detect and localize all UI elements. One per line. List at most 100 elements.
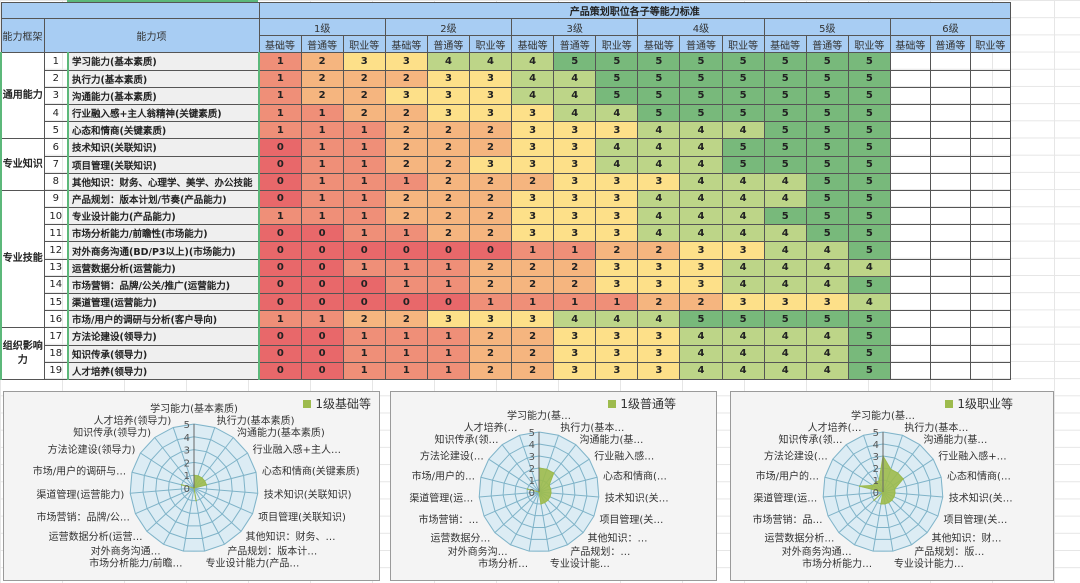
empty-level6-cell[interactable] [889,224,931,243]
radar-chart-1-basic[interactable]: 0 1 2 3 4 5 学习能力(基本素质) 执行力(基本素质) 沟通能力(基本素质) 行业融入感… [3,391,380,581]
score-cell[interactable]: 0 [258,275,302,295]
header-level[interactable]: 5级 [763,17,891,37]
radar-data-point[interactable] [872,484,874,487]
ability-item[interactable]: 市场营销：品牌/公关/推广(运营能力) [67,275,260,295]
score-cell[interactable]: 4 [511,52,555,71]
empty-level6-cell[interactable] [889,189,931,209]
score-cell[interactable]: 4 [426,52,470,71]
row-number[interactable]: 2 [43,69,69,88]
row-number[interactable]: 13 [43,258,69,277]
empty-level6-cell[interactable] [969,103,1011,123]
score-cell[interactable]: 3 [426,103,470,123]
radar-data-point[interactable] [858,485,861,487]
score-cell[interactable]: 5 [595,86,639,105]
score-cell[interactable]: 2 [468,275,513,295]
score-cell[interactable]: 1 [300,207,344,226]
ability-item[interactable]: 运营数据分析(运营能力) [67,258,260,277]
empty-level6-cell[interactable] [969,155,1011,174]
score-cell[interactable]: 4 [637,207,681,226]
score-cell[interactable]: 3 [595,258,639,277]
ability-item[interactable]: 行业融入感+主人翁精神(关键素质) [67,103,260,123]
chart-legend[interactable]: 1级职业等 [945,395,1013,412]
radar-data-point[interactable] [891,499,893,501]
header-sublevel[interactable]: 职业等 [342,35,386,54]
score-cell[interactable]: 0 [384,292,428,312]
score-cell[interactable]: 1 [258,310,302,329]
score-cell[interactable]: 4 [637,189,681,209]
score-cell[interactable]: 4 [468,52,513,71]
score-cell[interactable]: 1 [384,172,428,191]
score-cell[interactable]: 3 [721,292,765,312]
ability-item[interactable]: 心态和情商(关键素质) [67,121,260,140]
score-cell[interactable]: 3 [595,121,639,140]
score-cell[interactable]: 1 [258,52,302,71]
score-cell[interactable]: 3 [595,189,639,209]
radar-data-point[interactable] [543,501,546,504]
radar-data-point[interactable] [545,468,548,471]
score-cell[interactable]: 0 [384,241,428,260]
score-cell[interactable]: 2 [468,172,513,191]
row-number[interactable]: 4 [43,103,69,123]
score-cell[interactable]: 0 [300,292,344,312]
ability-item[interactable]: 技术知识(关联知识) [67,138,260,157]
score-cell[interactable]: 4 [721,361,765,380]
score-cell[interactable]: 2 [342,86,386,105]
header-sublevel[interactable]: 基础等 [258,35,302,54]
score-cell[interactable]: 2 [426,172,470,191]
score-cell[interactable]: 2 [300,52,344,71]
ability-item[interactable]: 知识传承(领导力) [67,344,260,363]
score-cell[interactable]: 2 [511,361,555,380]
score-cell[interactable]: 3 [553,327,597,346]
score-cell[interactable]: 2 [511,275,555,295]
score-cell[interactable]: 1 [426,258,470,277]
score-cell[interactable]: 3 [553,138,597,157]
score-cell[interactable]: 1 [511,241,555,260]
framework-group[interactable]: 专业技能 [0,189,45,329]
header-sublevel[interactable]: 职业等 [969,35,1011,54]
empty-level6-cell[interactable] [929,327,971,346]
radar-chart-1-normal[interactable]: 0 1 2 3 4 5 学习能力(基… 执行力(基本… 沟通能力(基… 行业融入感… 心态和情商(…… [390,391,717,581]
empty-level6-cell[interactable] [929,155,971,174]
score-cell[interactable]: 4 [805,258,849,277]
score-cell[interactable]: 2 [342,103,386,123]
radar-data-point[interactable] [547,499,549,501]
empty-level6-cell[interactable] [889,172,931,191]
empty-level6-cell[interactable] [929,189,971,209]
radar-data-point[interactable] [893,496,895,498]
radar-data-point[interactable] [549,496,551,498]
score-cell[interactable]: 5 [847,155,891,174]
score-cell[interactable]: 2 [468,361,513,380]
score-cell[interactable]: 5 [763,103,807,123]
score-cell[interactable]: 4 [679,207,723,226]
score-cell[interactable]: 5 [721,155,765,174]
score-cell[interactable]: 4 [721,224,765,243]
empty-level6-cell[interactable] [969,86,1011,105]
radar-data-point[interactable] [548,484,550,487]
score-cell[interactable]: 4 [805,241,849,260]
score-cell[interactable]: 5 [805,172,849,191]
score-cell[interactable]: 5 [595,52,639,71]
row-number[interactable]: 17 [43,327,69,346]
row-number[interactable]: 9 [43,189,69,209]
score-cell[interactable]: 4 [679,344,723,363]
score-cell[interactable]: 5 [637,86,681,105]
radar-data-point[interactable] [873,499,875,501]
score-cell[interactable]: 1 [300,103,344,123]
header-level[interactable]: 6级 [889,17,1011,37]
score-cell[interactable]: 1 [300,189,344,209]
score-cell[interactable]: 5 [805,224,849,243]
score-cell[interactable]: 1 [300,155,344,174]
score-cell[interactable]: 2 [679,292,723,312]
score-cell[interactable]: 0 [300,258,344,277]
empty-level6-cell[interactable] [929,241,971,260]
score-cell[interactable]: 1 [342,258,386,277]
ability-item[interactable]: 专业设计能力(产品能力) [67,207,260,226]
score-cell[interactable]: 0 [300,275,344,295]
score-cell[interactable]: 4 [637,155,681,174]
score-cell[interactable]: 2 [468,224,513,243]
score-cell[interactable]: 4 [847,292,891,312]
score-cell[interactable]: 3 [595,361,639,380]
score-cell[interactable]: 3 [553,207,597,226]
score-cell[interactable]: 3 [679,275,723,295]
score-cell[interactable]: 4 [595,103,639,123]
